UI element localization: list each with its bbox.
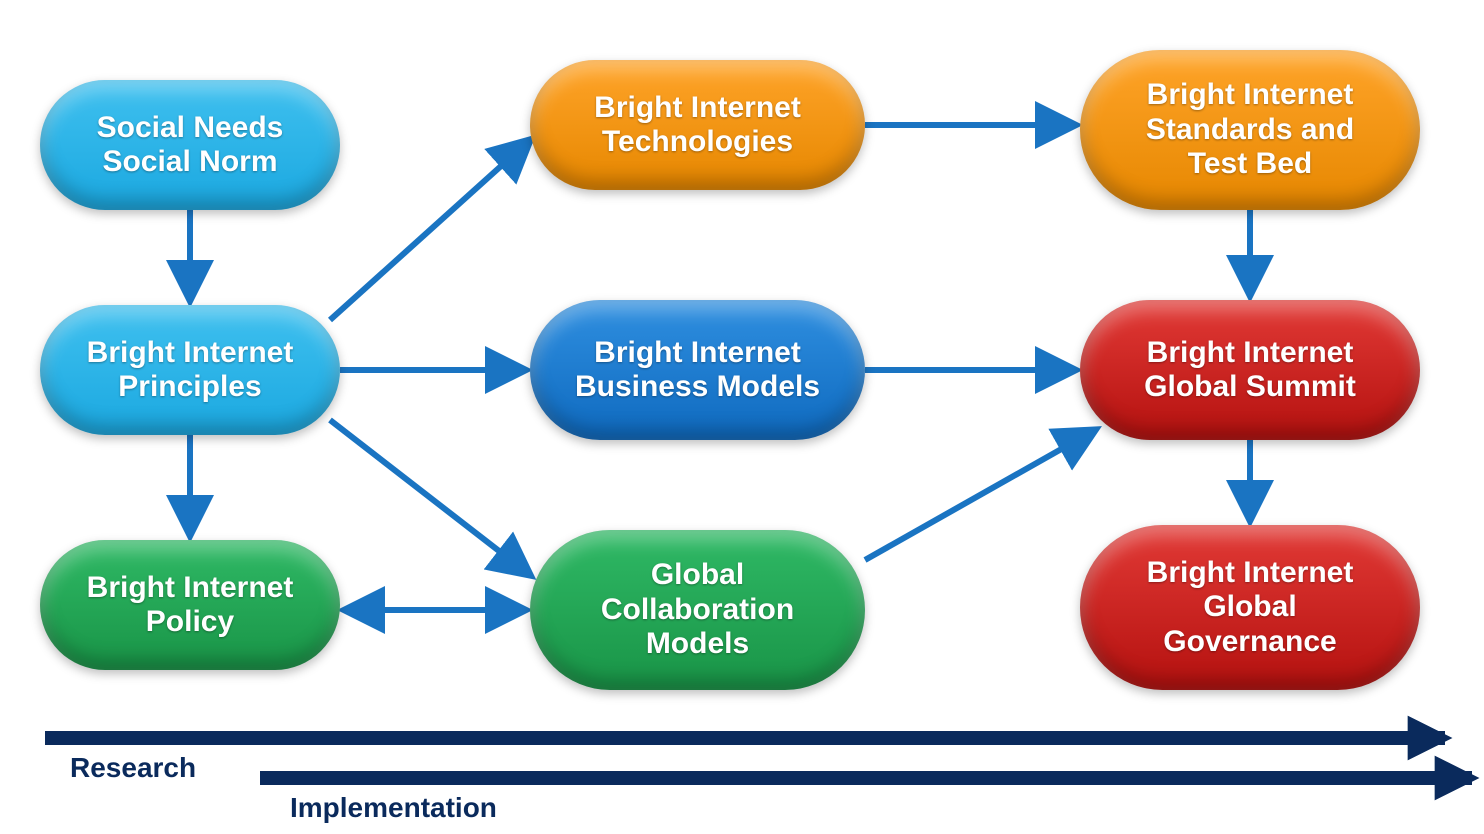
node-standards: Bright Internet Standards and Test Bed [1080, 50, 1420, 210]
edge-arrow [865, 430, 1095, 560]
node-label: Bright Internet Global Summit [1144, 336, 1356, 405]
node-business-models: Bright Internet Business Models [530, 300, 865, 440]
node-label: Bright Internet Principles [87, 336, 294, 405]
node-label: Bright Internet Standards and Test Bed [1146, 78, 1354, 182]
node-governance: Bright Internet Global Governance [1080, 525, 1420, 690]
node-label: Bright Internet Global Governance [1147, 556, 1354, 660]
node-label: Bright Internet Business Models [575, 336, 820, 405]
axis-label-implementation: Implementation [290, 792, 497, 824]
node-label: Bright Internet Technologies [594, 91, 801, 160]
node-summit: Bright Internet Global Summit [1080, 300, 1420, 440]
edge-arrow [330, 140, 530, 320]
node-policy: Bright Internet Policy [40, 540, 340, 670]
edge-arrow [330, 420, 530, 575]
node-label: Social Needs Social Norm [97, 111, 284, 180]
axis-label-research: Research [70, 752, 196, 784]
node-label: Global Collaboration Models [601, 558, 794, 662]
node-principles: Bright Internet Principles [40, 305, 340, 435]
node-collab-models: Global Collaboration Models [530, 530, 865, 690]
node-social-needs: Social Needs Social Norm [40, 80, 340, 210]
node-technologies: Bright Internet Technologies [530, 60, 865, 190]
node-label: Bright Internet Policy [87, 571, 294, 640]
